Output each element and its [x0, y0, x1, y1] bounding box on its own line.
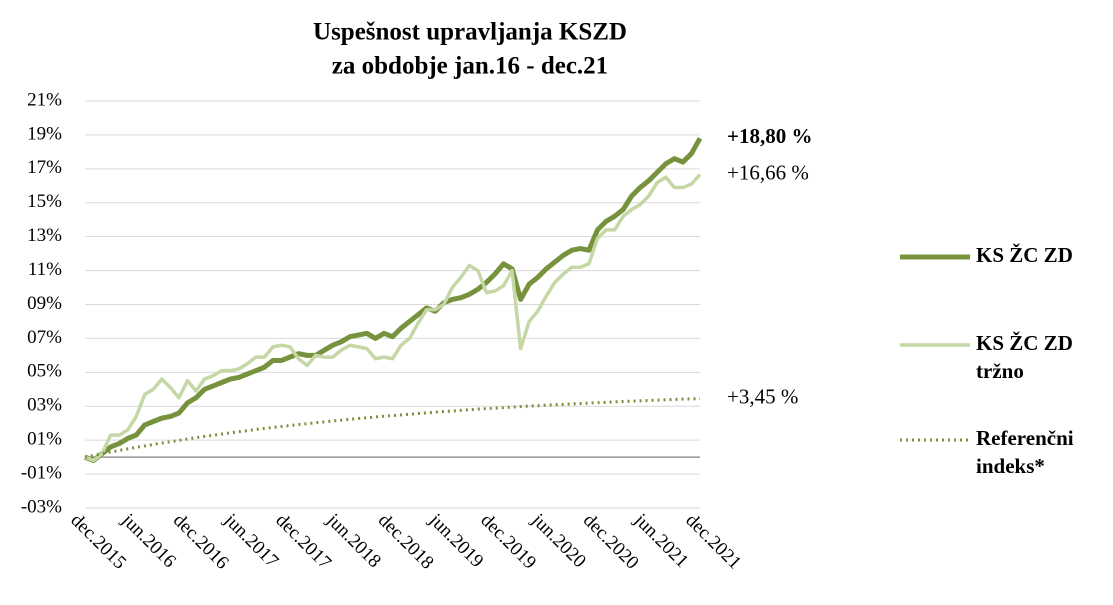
chart-subtitle: za obdobje jan.16 - dec.21 — [332, 53, 608, 80]
chart-title: Uspešnost upravljanja KSZD — [313, 19, 627, 46]
x-tick-label: dec.2019 — [476, 510, 540, 574]
series-line — [84, 173, 702, 463]
y-tick-label: 15% — [27, 191, 62, 212]
y-tick-label: 03% — [27, 395, 62, 416]
x-tick-label: dec.2016 — [169, 510, 233, 574]
x-tick-label: jun.2019 — [424, 509, 487, 572]
end-label: +18,80 % — [727, 124, 812, 148]
legend-label: KS ŽC ZD — [976, 243, 1073, 267]
x-tick-label: jun.2018 — [322, 509, 385, 572]
y-tick-label: 05% — [27, 361, 62, 382]
y-tick-label: 21% — [27, 89, 62, 110]
x-tick-label: dec.2020 — [579, 510, 643, 574]
series-line — [84, 397, 701, 459]
y-tick-label: 09% — [27, 293, 62, 314]
y-tick-label: 17% — [27, 157, 62, 178]
x-tick-label: dec.2017 — [271, 510, 335, 574]
end-label: +16,66 % — [727, 160, 809, 184]
legend-label: KS ŽC ZD tržno — [976, 331, 1073, 383]
y-tick-label: -01% — [21, 462, 62, 483]
x-tick-label: jun.2017 — [219, 509, 282, 572]
legend-label: Referenčni indeks* — [976, 426, 1074, 478]
x-tick-label: jun.2020 — [527, 509, 590, 572]
y-tick-label: -03% — [21, 496, 62, 517]
y-tick-label: 07% — [27, 327, 62, 348]
y-tick-label: 01% — [27, 429, 62, 450]
y-tick-label: 11% — [28, 259, 62, 280]
y-tick-label: 13% — [27, 225, 62, 246]
x-tick-label: jun.2016 — [117, 509, 180, 572]
series-line — [84, 137, 703, 464]
x-tick-label: dec.2018 — [374, 510, 438, 574]
x-tick-label: jun.2021 — [629, 509, 692, 572]
x-tick-label: dec.2021 — [681, 510, 745, 574]
end-label: +3,45 % — [727, 384, 798, 408]
y-tick-label: 19% — [27, 123, 62, 144]
x-tick-label: dec.2015 — [66, 510, 130, 574]
